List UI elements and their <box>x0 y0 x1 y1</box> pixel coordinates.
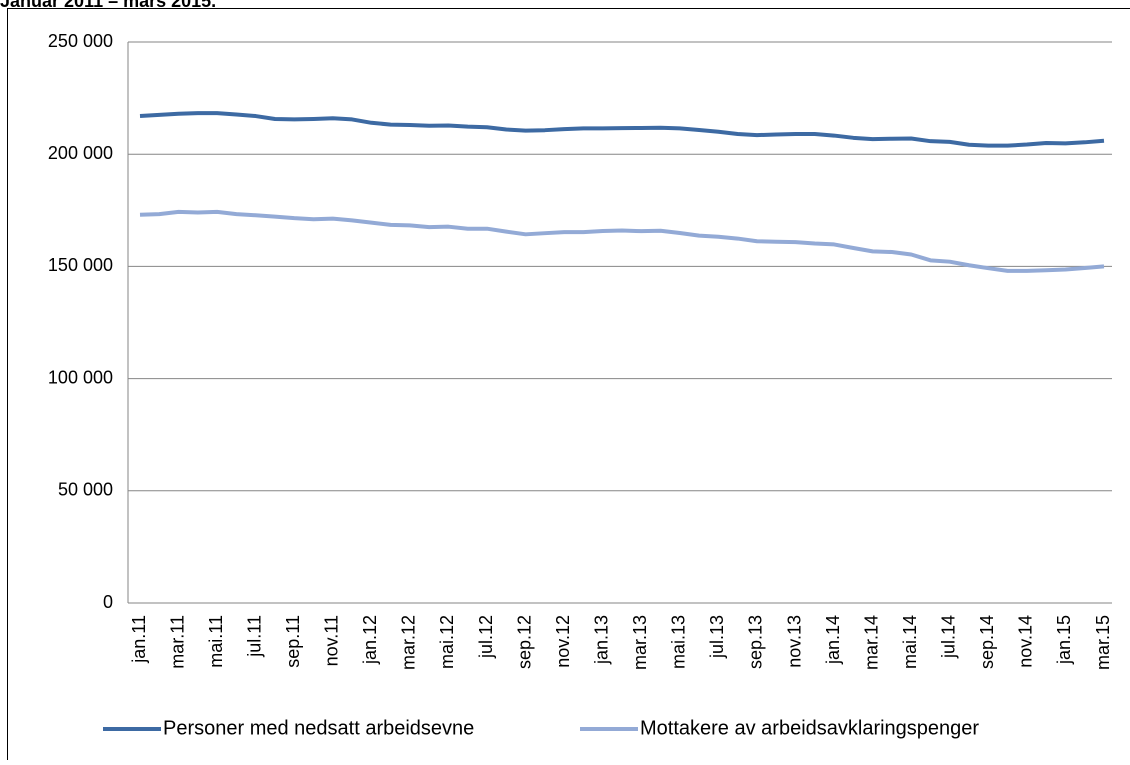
x-tick-label: mar.12 <box>399 615 419 670</box>
x-tick-label: mai.13 <box>669 615 689 669</box>
legend-label: Mottakere av arbeidsavklaringspenger <box>640 717 979 739</box>
chart-title: Januar 2011 – mars 2015. <box>0 0 216 11</box>
x-tick-label: mar.15 <box>1093 615 1113 670</box>
x-tick-label: mar.13 <box>630 615 650 670</box>
x-tick-label: nov.13 <box>784 615 804 668</box>
y-tick-label: 0 <box>103 592 113 612</box>
x-tick-label: nov.11 <box>322 615 342 666</box>
x-tick-label: jan.11 <box>129 615 149 664</box>
x-tick-label: mar.11 <box>167 615 187 669</box>
y-tick-label: 150 000 <box>48 255 113 275</box>
x-tick-label: mai.12 <box>437 615 457 669</box>
x-tick-label: jul.14 <box>939 615 959 659</box>
y-tick-label: 250 000 <box>48 31 113 51</box>
x-tick-label: mai.14 <box>900 615 920 669</box>
x-tick-label: jan.13 <box>591 615 611 665</box>
series-line <box>140 113 1104 146</box>
x-tick-label: sep.13 <box>746 615 766 669</box>
x-tick-label: mar.14 <box>861 615 881 670</box>
series-line <box>140 212 1104 271</box>
legend-label: Personer med nedsatt arbeidsevne <box>163 717 474 739</box>
x-tick-label: mai.11 <box>206 615 226 668</box>
x-tick-label: sep.12 <box>514 615 534 669</box>
x-tick-label: jul.12 <box>476 615 496 659</box>
y-tick-label: 50 000 <box>58 480 113 500</box>
y-tick-label: 100 000 <box>48 367 113 387</box>
x-tick-label: jul.11 <box>244 615 264 658</box>
x-tick-label: nov.12 <box>553 615 573 668</box>
x-tick-label: jan.15 <box>1054 615 1074 665</box>
x-tick-label: jul.13 <box>707 615 727 659</box>
x-tick-label: jan.12 <box>360 615 380 665</box>
x-tick-label: sep.11 <box>283 615 303 668</box>
x-tick-label: nov.14 <box>1016 615 1036 668</box>
x-tick-label: sep.14 <box>977 615 997 669</box>
y-tick-label: 200 000 <box>48 143 113 163</box>
x-tick-label: jan.14 <box>823 615 843 665</box>
